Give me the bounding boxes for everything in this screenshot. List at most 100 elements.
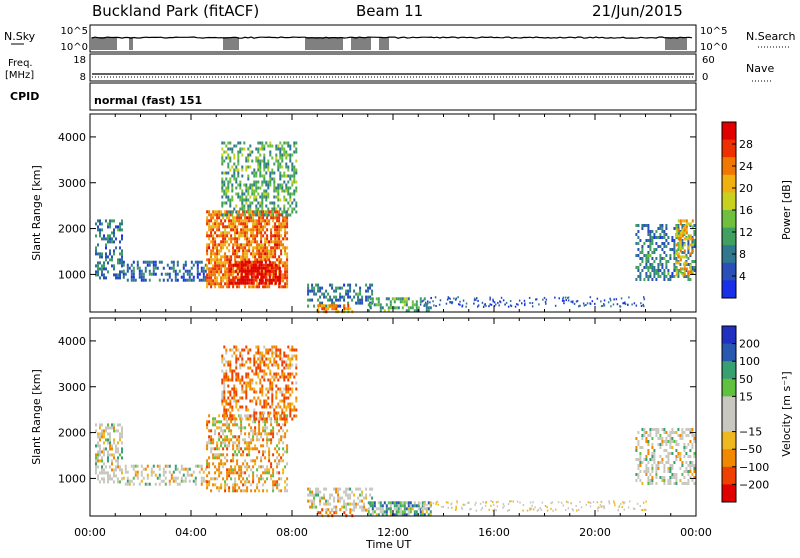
power-echo-cell [101, 255, 103, 259]
power-echo-cell [339, 298, 342, 302]
power-echo-cell [218, 234, 221, 238]
velocity-echo-region [95, 423, 123, 484]
velocity-echo-cell [119, 465, 121, 469]
power-echo-cell [280, 285, 283, 289]
velocity-echo-cell [291, 402, 294, 406]
power-echo-cell [286, 285, 289, 289]
power-echo-cell [236, 252, 239, 256]
power-scatter-cell [524, 302, 526, 305]
power-echo-cell [246, 269, 249, 273]
power-echo-cell [192, 275, 195, 279]
power-echo-cell [415, 303, 418, 307]
power-echo-cell [264, 255, 267, 259]
power-echo-cell [673, 275, 676, 278]
cpid-value: normal (fast) 151 [94, 94, 202, 107]
power-echo-cell [679, 237, 682, 241]
velocity-echo-cell [121, 441, 123, 445]
velocity-echo-cell [228, 441, 231, 445]
velocity-echo-cell [269, 411, 272, 415]
power-echo-cell [212, 282, 215, 286]
power-echo-cell [182, 263, 185, 267]
power-echo-cell [122, 269, 125, 273]
power-echo-cell [256, 258, 259, 262]
power-echo-cell [238, 243, 241, 247]
power-echo-cell [109, 258, 111, 262]
power-echo-cell [97, 261, 99, 265]
power-echo-cell [176, 272, 179, 276]
velocity-echo-cell [285, 396, 288, 400]
velocity-echo-cell [266, 441, 269, 445]
velocity-echo-cell [262, 438, 265, 442]
power-echo-cell [323, 295, 326, 299]
power-echo-cell [347, 283, 350, 287]
power-echo-cell [274, 252, 277, 256]
power-echo-cell [218, 243, 221, 247]
velocity-echo-cell [255, 360, 258, 364]
velocity-echo-cell [240, 420, 243, 424]
power-echo-cell [339, 292, 342, 296]
velocity-echo-cell [212, 417, 215, 421]
power-echo-cell [198, 272, 201, 276]
power-echo-cell [286, 231, 289, 235]
velocity-echo-cell [242, 438, 245, 442]
velocity-echo-cell [387, 507, 390, 511]
power-echo-cell [249, 204, 252, 208]
power-echo-cell [647, 275, 650, 278]
power-echo-cell [230, 237, 233, 241]
power-echo-cell [240, 228, 243, 232]
velocity-echo-cell [248, 465, 251, 469]
velocity-scatter-cell [437, 503, 440, 506]
power-echo-cell [190, 278, 193, 282]
power-echo-cell [247, 153, 250, 157]
power-echo-cell [95, 249, 97, 253]
power-echo-cell [99, 255, 101, 259]
velocity-echo-cell [345, 505, 348, 509]
velocity-echo-cell [241, 357, 244, 361]
velocity-echo-cell [220, 441, 223, 445]
power-echo-cell [266, 282, 269, 286]
power-echo-cell [693, 242, 696, 245]
velocity-echo-cell [109, 441, 111, 445]
power-echo-cell [228, 269, 231, 273]
velocity-echo-cell [235, 393, 238, 397]
power-echo-cell [210, 219, 213, 223]
velocity-echo-cell [234, 453, 237, 457]
velocity-echo-cell [150, 473, 153, 477]
power-scatter-cell [489, 296, 491, 299]
power-echo-cell [289, 156, 292, 160]
power-echo-cell [286, 219, 289, 223]
power-echo-cell [210, 267, 213, 271]
power-echo-cell [235, 192, 238, 196]
velocity-echo-cell [244, 480, 247, 484]
velocity-echo-cell [641, 434, 644, 437]
power-scatter-cell [579, 304, 581, 307]
power-echo-cell [246, 216, 249, 220]
velocity-echo-cell [321, 496, 324, 500]
velocity-echo-cell [661, 476, 664, 479]
velocity-echo-cell [248, 447, 251, 451]
velocity-echo-cell [111, 444, 113, 448]
power-echo-cell [270, 281, 273, 285]
power-scatter-cell [419, 303, 422, 306]
velocity-echo-cell [188, 473, 191, 477]
power-echo-cell [282, 273, 285, 277]
power-echo-cell [238, 216, 241, 220]
power-echo-cell [681, 228, 684, 232]
velocity-scatter-cell [603, 505, 606, 508]
velocity-echo-cell [287, 390, 290, 394]
velocity-echo-cell [645, 455, 648, 458]
power-echo-cell [235, 168, 238, 172]
power-echo-cell [115, 246, 117, 250]
power-echo-cell [273, 183, 276, 187]
power-echo-cell [270, 266, 273, 270]
velocity-echo-cell [117, 477, 119, 481]
power-echo-cell [256, 225, 259, 229]
velocity-echo-cell [247, 417, 250, 421]
power-echo-cell [269, 153, 272, 157]
velocity-echo-cell [265, 399, 268, 403]
power-echo-cell [250, 263, 253, 267]
velocity-echo-cell [111, 462, 113, 466]
power-echo-cell [284, 261, 287, 265]
power-echo-cells [95, 141, 696, 314]
velocity-echo-cell [260, 456, 263, 460]
